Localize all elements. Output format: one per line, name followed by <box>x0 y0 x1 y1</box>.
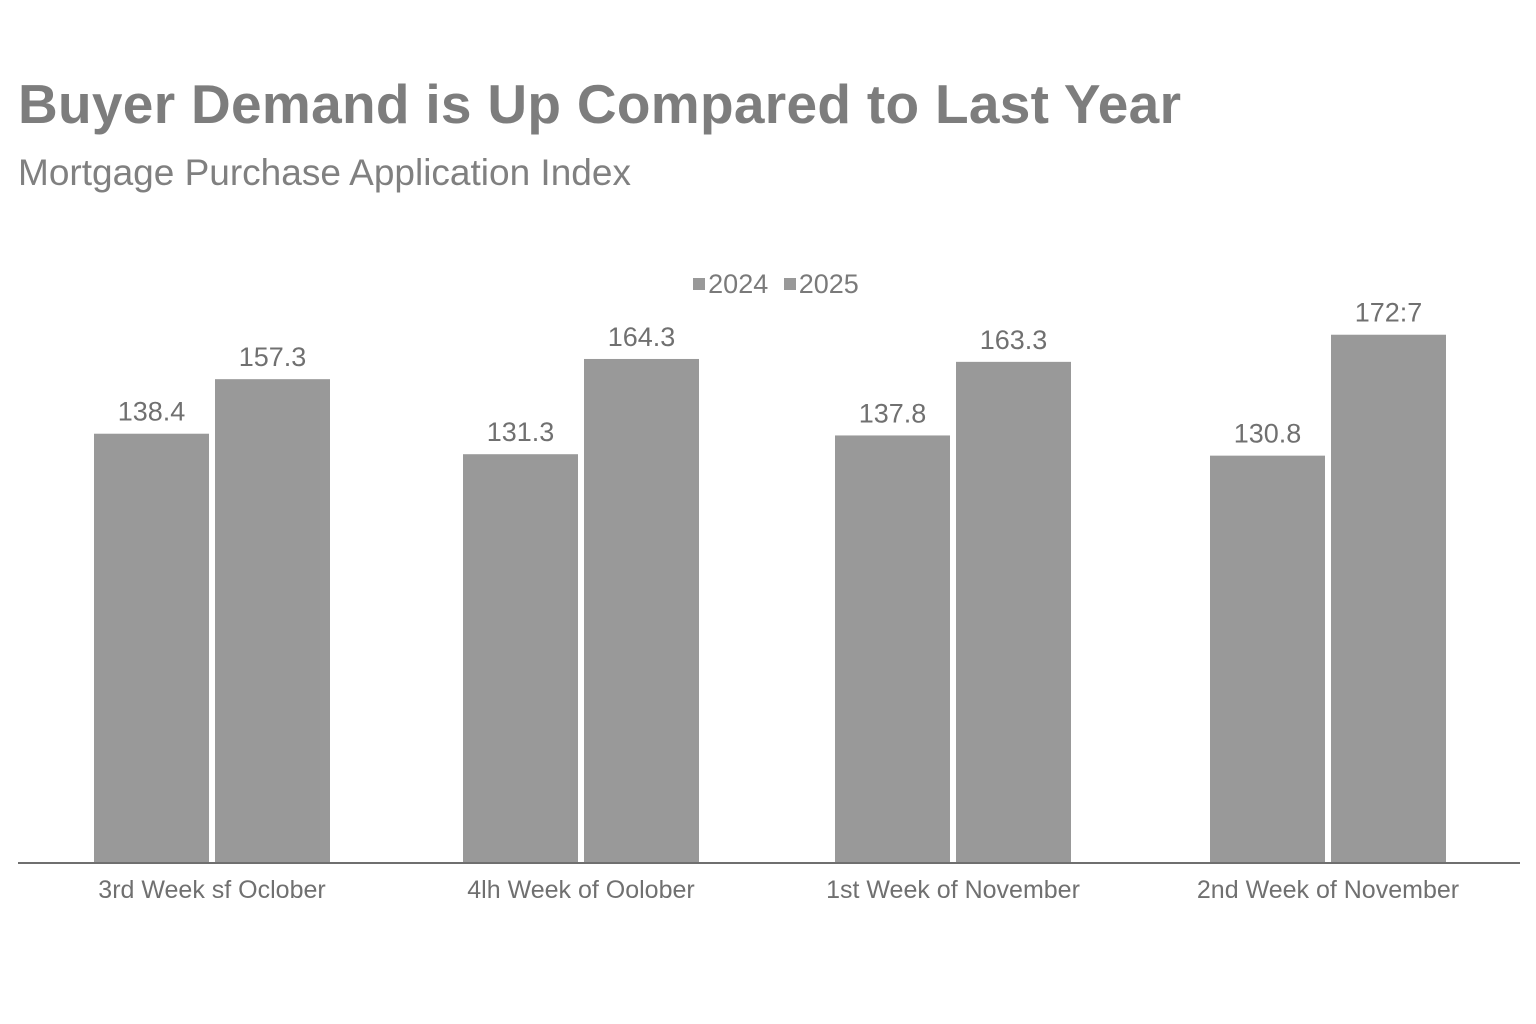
bar-2025-4 <box>1331 334 1446 863</box>
chart-title: Buyer Demand is Up Compared to Last Year <box>18 73 1182 135</box>
data-label-2025-3: 163.3 <box>980 325 1048 355</box>
bar-2024-1 <box>94 433 209 862</box>
data-label-2025-4: 172:7 <box>1355 298 1423 328</box>
bar-2025-1 <box>215 379 330 862</box>
data-label-2024-1: 138.4 <box>118 397 186 427</box>
data-label-2024-4: 130.8 <box>1234 419 1302 449</box>
bar-2025-2 <box>584 358 699 862</box>
legend-swatch-2025 <box>783 278 796 290</box>
x-tick-label-4: 2nd Week of November <box>1197 876 1459 904</box>
data-label-2024-2: 131.3 <box>487 417 555 447</box>
x-tick-label-1: 3rd Week sf Oclober <box>98 876 325 904</box>
data-label-2025-1: 157.3 <box>239 342 307 372</box>
data-label-2025-2: 164.3 <box>608 322 676 352</box>
legend-swatch-2024 <box>693 278 706 290</box>
bar-2025-3 <box>956 361 1071 862</box>
legend-label-2024: 2024 <box>708 268 769 299</box>
legend-label-2025: 2025 <box>798 268 859 299</box>
bar-2024-2 <box>463 454 578 862</box>
bar-2024-3 <box>835 435 950 862</box>
legend-item-2025: 2025 <box>783 268 859 300</box>
bar-2024-4 <box>1210 455 1325 862</box>
legend: 2024 2025 <box>0 266 1536 300</box>
x-tick-label-2: 4lh Week of Oolober <box>467 876 694 904</box>
legend-item-2024: 2024 <box>693 269 768 300</box>
x-tick-label-3: 1st Week of November <box>826 876 1080 904</box>
data-label-2024-3: 137.8 <box>859 398 927 428</box>
chart-subtitle: Mortgage Purchase Application Index <box>18 152 631 193</box>
